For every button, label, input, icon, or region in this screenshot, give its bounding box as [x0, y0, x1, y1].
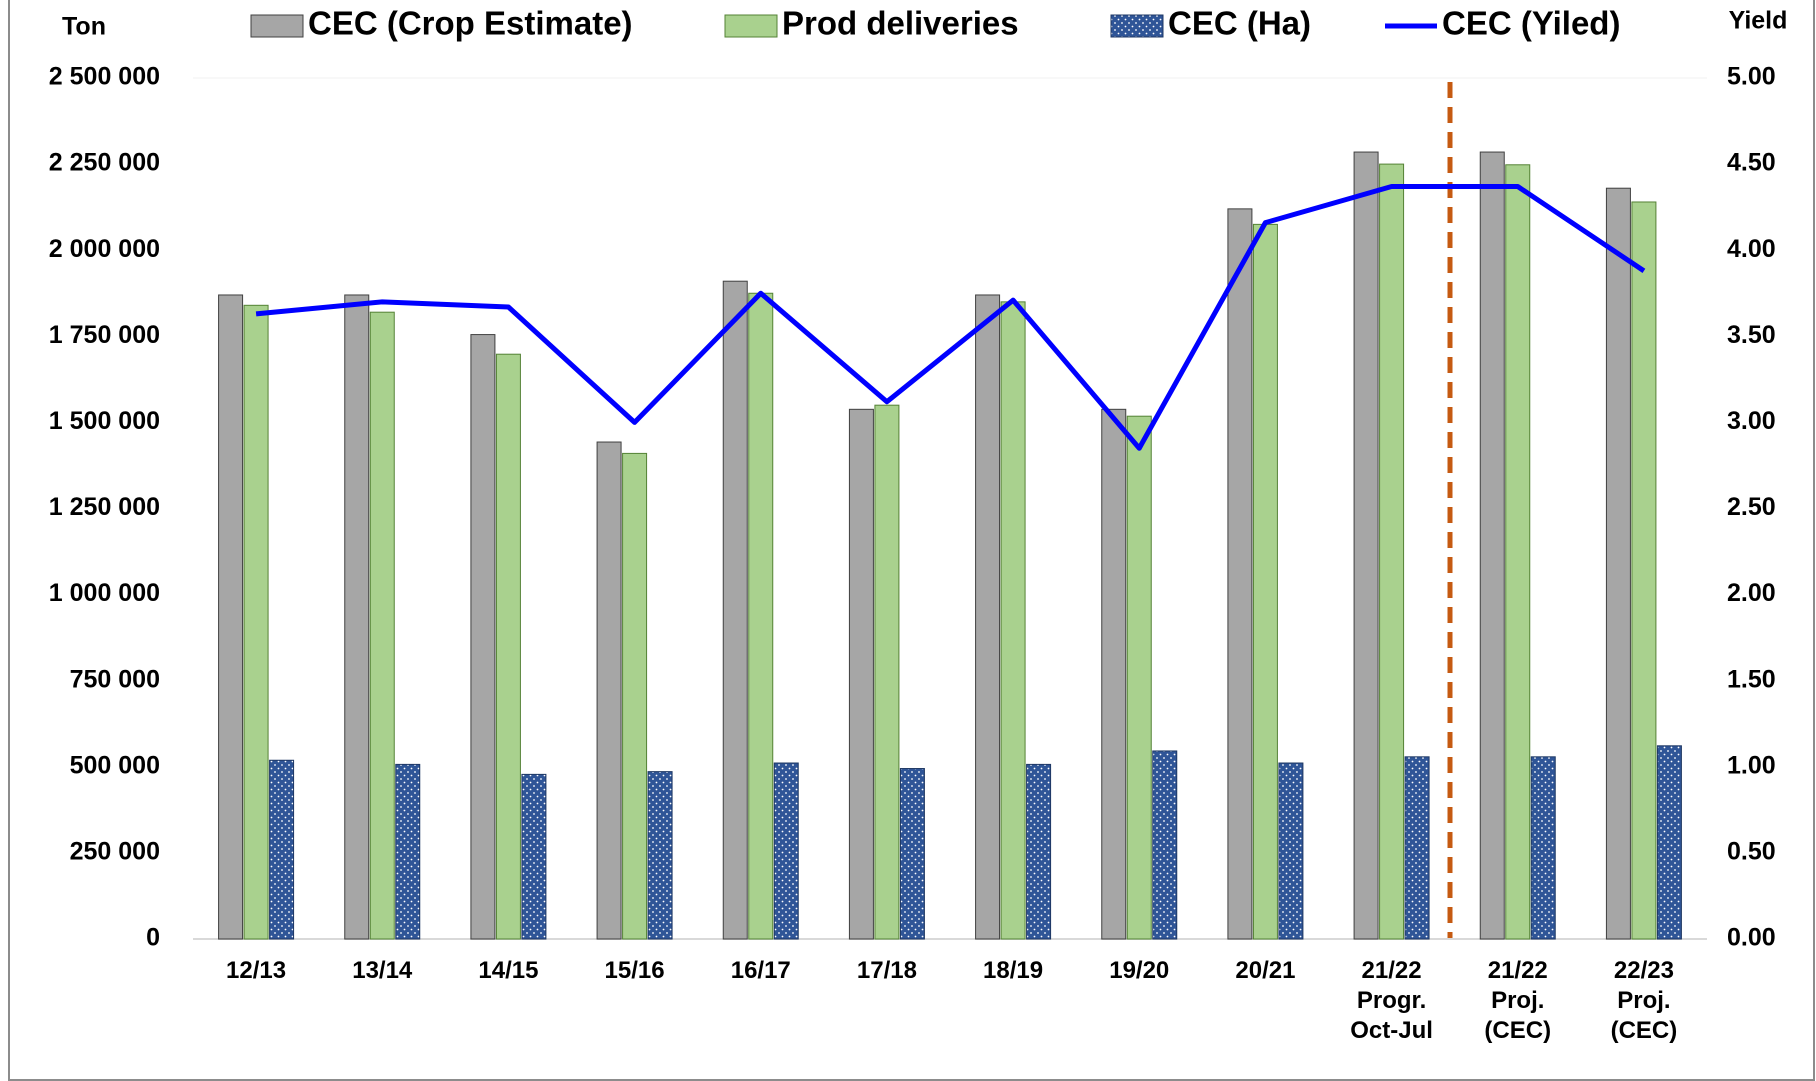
bar [1353, 151, 1379, 940]
y2-tick-label: 5.00 [1727, 63, 1776, 91]
bar [1656, 745, 1682, 940]
bar [1101, 408, 1127, 940]
bar [1227, 208, 1253, 940]
y-tick-label: 500 000 [70, 751, 160, 779]
bar [1479, 151, 1505, 940]
y-tick-label: 1 750 000 [49, 321, 160, 349]
x-tick-label: 18/19 [983, 957, 1044, 984]
y2-tick-label: 3.50 [1727, 321, 1776, 349]
line-series [255, 183, 1646, 451]
bar [1126, 415, 1152, 940]
bar [1404, 756, 1430, 940]
bar [848, 408, 874, 940]
y2-tick-label: 4.50 [1727, 149, 1776, 177]
legend-swatch [250, 14, 304, 38]
x-tick-label: 13/14 [352, 957, 413, 984]
bar [369, 311, 395, 940]
legend-swatch [1110, 14, 1164, 38]
legend-label: CEC (Ha) [1168, 5, 1311, 42]
bar [344, 294, 370, 940]
x-tick-label: 19/20 [1109, 957, 1170, 984]
bar [1631, 201, 1657, 940]
y-axis-title: Ton [62, 13, 106, 41]
bar [243, 304, 269, 940]
bar [647, 771, 673, 940]
bar [269, 759, 295, 940]
y2-tick-label: 1.00 [1727, 751, 1776, 779]
bar [1605, 187, 1631, 940]
bar [1152, 750, 1178, 940]
legend-label: Prod deliveries [782, 5, 1019, 42]
y2-tick-label: 3.00 [1727, 407, 1776, 435]
y2-axis-title: Yield [1729, 7, 1788, 35]
bar [395, 763, 421, 940]
x-tick-label: 12/13 [226, 957, 287, 984]
y-tick-label: 2 000 000 [49, 235, 160, 263]
bar [596, 441, 622, 940]
bar [1252, 223, 1278, 940]
bar [1026, 763, 1052, 940]
bar [622, 452, 648, 940]
bar [899, 768, 925, 940]
y2-tick-label: 1.50 [1727, 665, 1776, 693]
y-tick-label: 2 250 000 [49, 149, 160, 177]
x-tick-label: 14/15 [478, 957, 539, 984]
y-tick-label: 750 000 [70, 665, 160, 693]
x-tick-label: 16/17 [730, 957, 791, 984]
y2-tick-label: 0.00 [1727, 924, 1776, 952]
legend-label: CEC (Yiled) [1442, 5, 1620, 42]
x-tick-label: 21/22 Proj. (CEC) [1484, 957, 1552, 1044]
y-tick-label: 1 000 000 [49, 579, 160, 607]
x-tick-label: 20/21 [1235, 957, 1296, 984]
y-tick-label: 1 500 000 [49, 407, 160, 435]
bar [748, 292, 774, 940]
bar [1505, 164, 1531, 940]
x-tick-label: 21/22 Progr. Oct-Jul [1350, 957, 1433, 1044]
legend-label: CEC (Crop Estimate) [308, 5, 633, 42]
x-tick-label: 17/18 [856, 957, 917, 984]
x-tick-label: 22/23 Proj. (CEC) [1610, 957, 1678, 1044]
y2-tick-label: 4.00 [1727, 235, 1776, 263]
bar [495, 353, 521, 940]
bar [1530, 756, 1556, 940]
legend-swatch [724, 14, 778, 38]
y-tick-label: 250 000 [70, 838, 160, 866]
bar [773, 762, 799, 940]
y2-tick-label: 0.50 [1727, 838, 1776, 866]
y-tick-label: 1 250 000 [49, 493, 160, 521]
bar [1278, 762, 1304, 940]
y-tick-label: 0 [146, 924, 160, 952]
y-tick-label: 2 500 000 [49, 63, 160, 91]
bar [874, 404, 900, 940]
bar [521, 773, 547, 940]
bar [1379, 163, 1405, 940]
bar [470, 334, 496, 940]
bar [722, 280, 748, 940]
y2-tick-label: 2.50 [1727, 493, 1776, 521]
bar [218, 294, 244, 940]
x-tick-label: 15/16 [604, 957, 665, 984]
bar [975, 294, 1001, 940]
chart-frame [8, 0, 1815, 1081]
bar [1000, 301, 1026, 940]
y2-tick-label: 2.00 [1727, 579, 1776, 607]
